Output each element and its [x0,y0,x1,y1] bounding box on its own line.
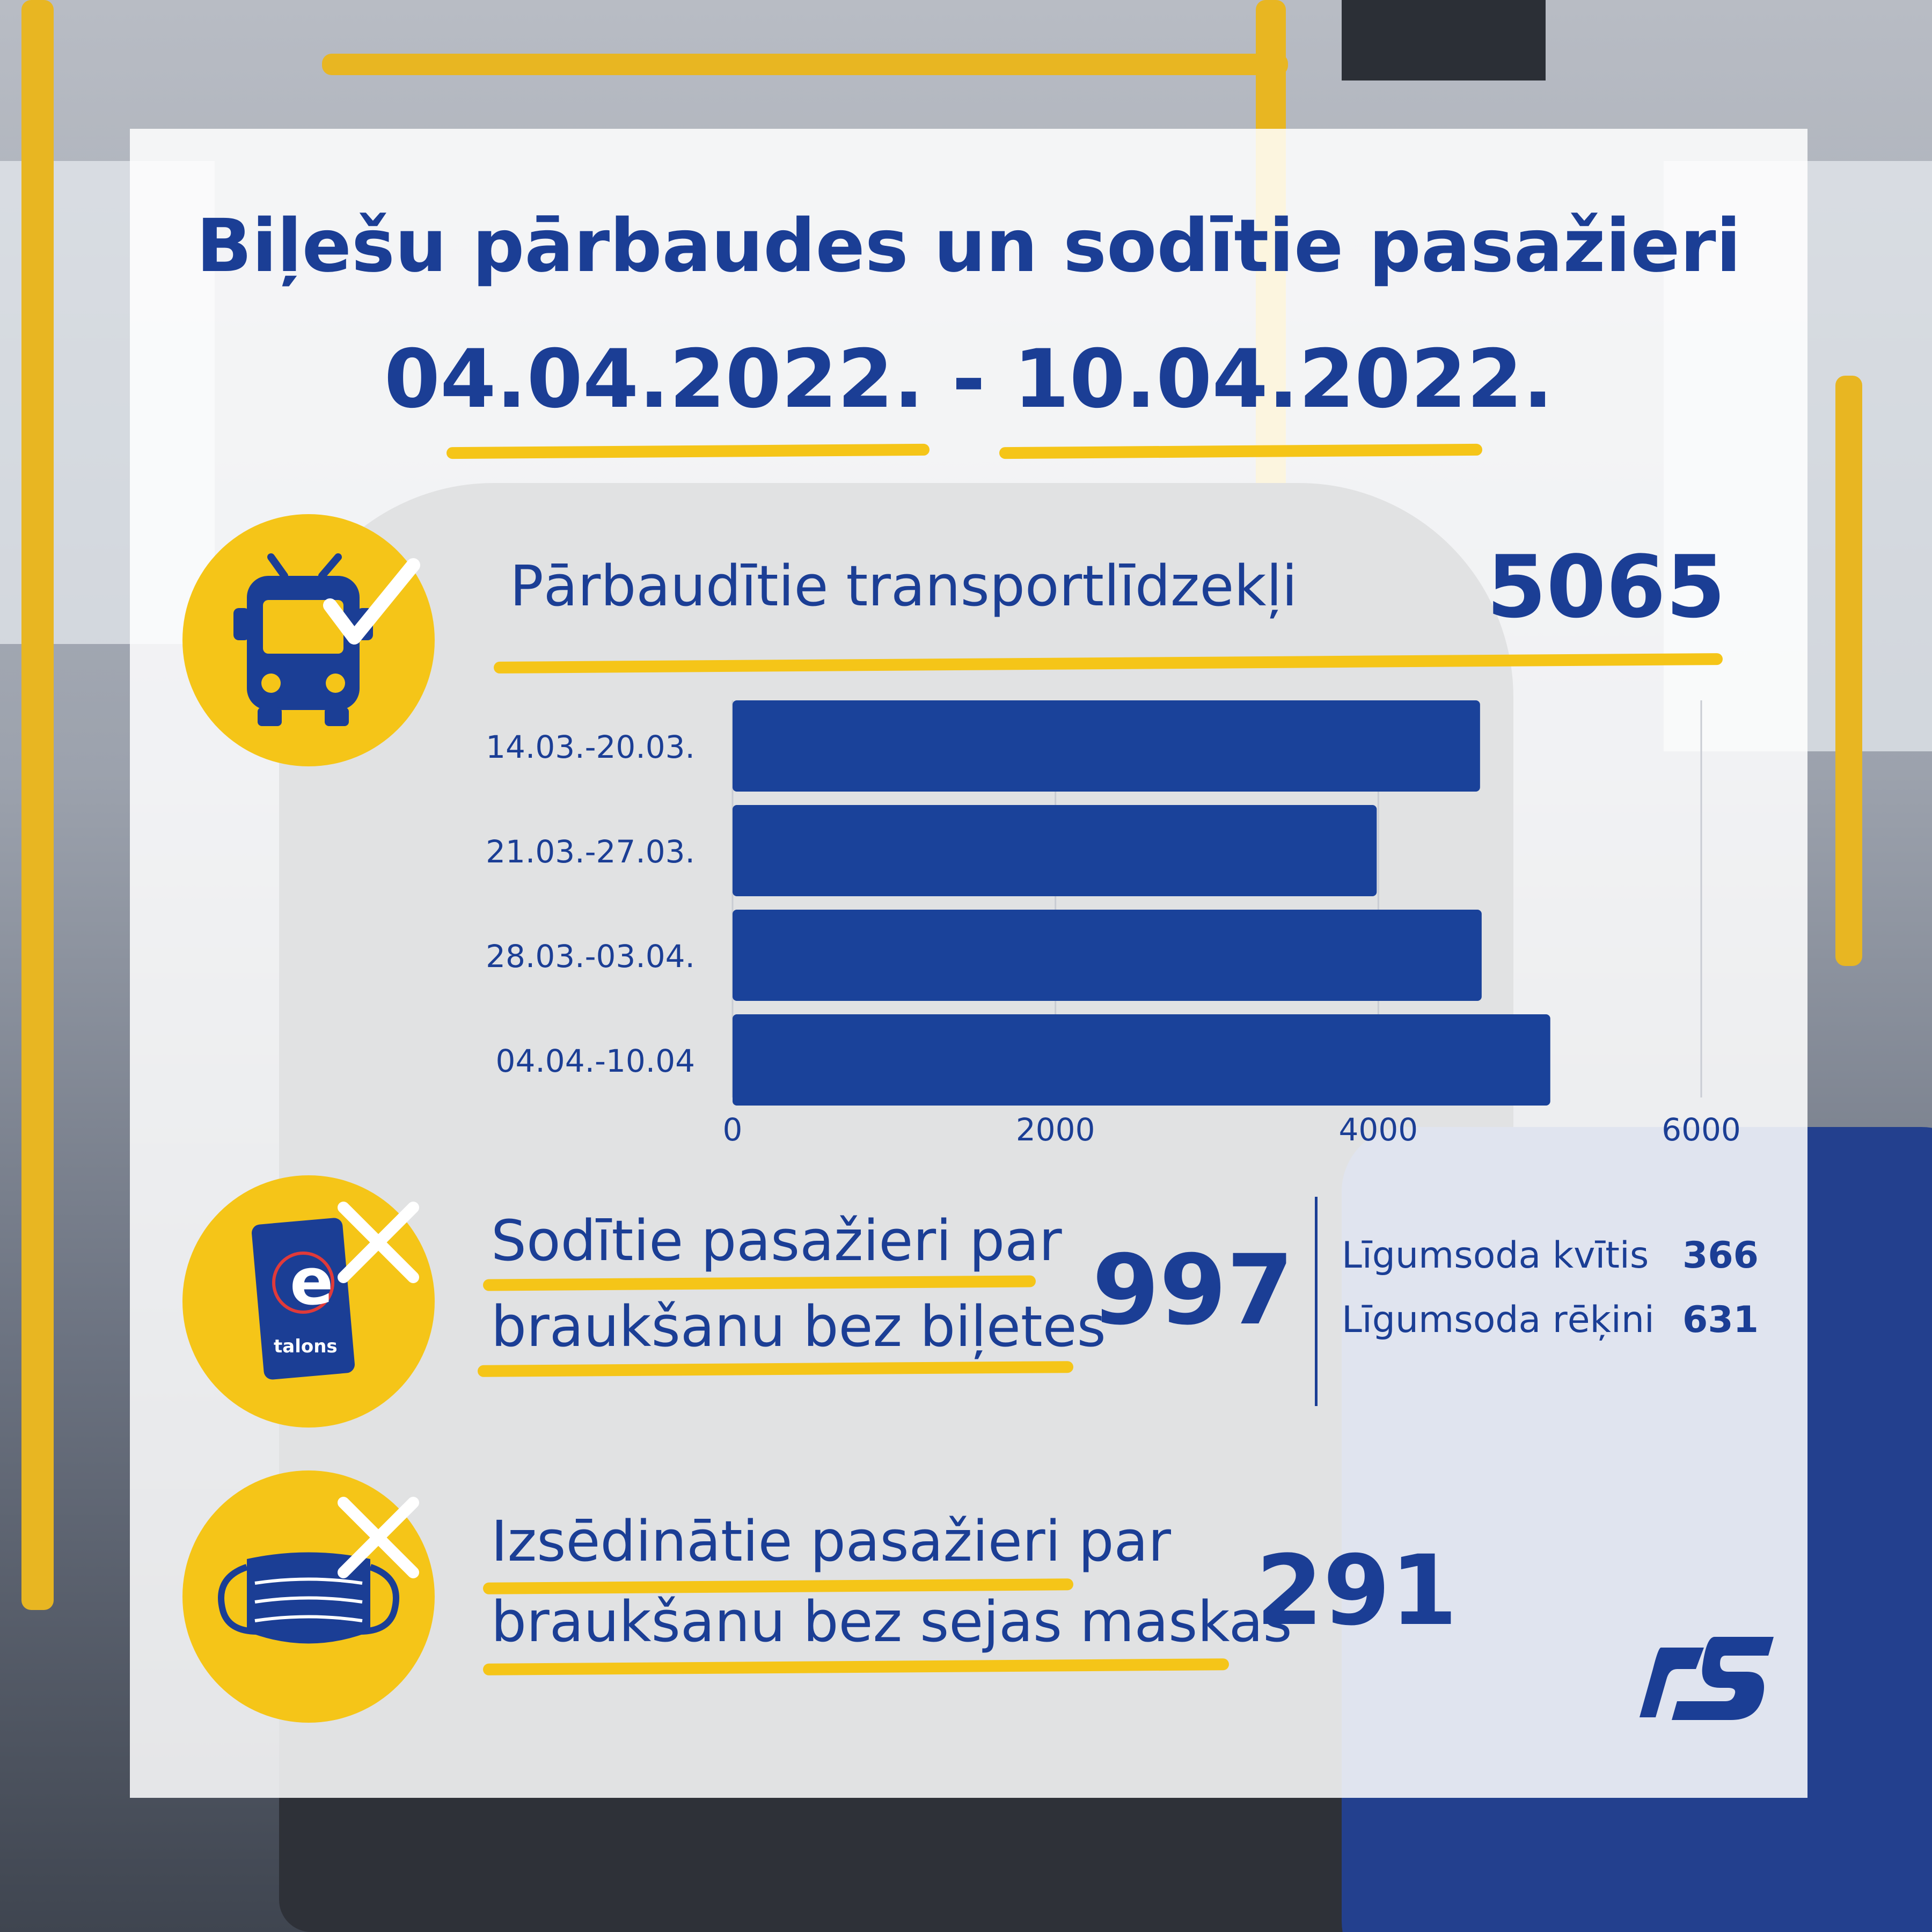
fined-label-line2: braukšanu bez biļetes [491,1294,1106,1359]
page-title: Biļešu pārbaudes un sodītie pasažieri [196,204,1741,289]
infographic-panel: Biļešu pārbaudes un sodītie pasažieri 04… [130,129,1807,1798]
category-label: 14.03.-20.03. [486,729,695,765]
etalons-card-cross-icon: e talons [182,1175,435,1428]
category-label: 21.03.-27.03. [486,833,695,870]
svg-text:e: e [290,1245,333,1320]
bus-check-icon [182,514,435,766]
x-tick-label: 6000 [1662,1111,1741,1148]
underline-stroke [446,443,930,459]
x-tick-label: 2000 [1016,1111,1095,1148]
category-label: 04.04.-10.04 [496,1043,695,1079]
face-mask-cross-icon [182,1470,435,1723]
bar [733,700,1480,792]
underline-stroke [999,443,1483,459]
breakdown-label: Līgumsoda kvītis [1342,1234,1649,1277]
masks-label-line2: braukšanu bez sejas maskas [491,1589,1292,1655]
rs-logo-icon [1640,1637,1774,1720]
vehicles-bar-chart: 14.03.-20.03. 21.03.-27.03. 28.03.-03.04. 0… [486,700,1741,1148]
fined-label-line1: Sodītie pasažieri par [491,1208,1062,1274]
breakdown-value: 631 [1682,1299,1759,1341]
category-label: 28.03.-03.04. [486,938,695,975]
masks-label-line1: Izsēdinātie pasažieri par [491,1509,1172,1574]
fined-value: 997 [1092,1234,1294,1346]
divider [1315,1197,1318,1406]
vehicles-label: Pārbaudītie transportlīdzekļi [510,553,1298,619]
breakdown-value: 366 [1682,1234,1759,1277]
x-tick-label: 0 [723,1111,743,1148]
breakdown-label: Līgumsoda rēķini [1342,1299,1655,1341]
bar [733,1014,1550,1106]
vehicles-value: 5065 [1487,537,1726,637]
bar [733,805,1377,896]
masks-value: 291 [1256,1535,1458,1647]
x-tick-label: 4000 [1339,1111,1418,1148]
card-text: talons [274,1336,338,1357]
period-dates: 04.04.2022. - 10.04.2022. [384,333,1554,426]
bar [733,910,1482,1001]
